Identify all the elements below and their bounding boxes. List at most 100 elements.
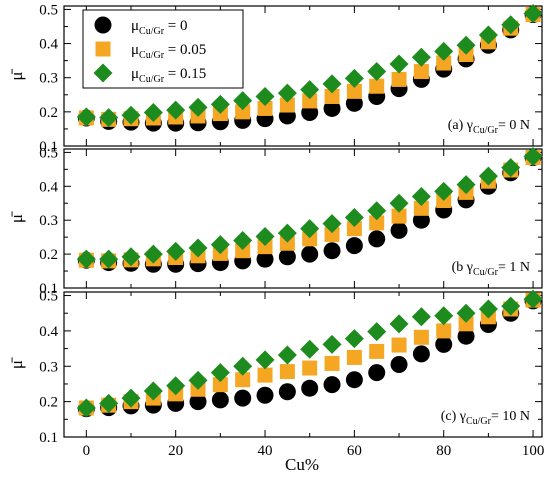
- data-point-diamond: [277, 83, 297, 103]
- data-point-diamond: [411, 307, 431, 327]
- data-point-circle: [301, 379, 319, 397]
- data-point-diamond: [434, 181, 454, 201]
- y-tick-label: 0.5: [39, 289, 58, 305]
- data-point-square: [279, 235, 295, 251]
- data-point-square: [436, 323, 452, 339]
- data-point-diamond: [277, 345, 297, 365]
- data-point-diamond: [121, 388, 141, 408]
- data-point-square: [391, 208, 407, 224]
- data-point-diamond: [99, 393, 119, 413]
- y-axis-label: μ̄: [7, 357, 26, 369]
- data-point-circle: [368, 364, 386, 382]
- data-point-square: [413, 200, 429, 216]
- series-b-diamond: [76, 146, 543, 269]
- data-point-diamond: [166, 241, 186, 261]
- data-point-circle: [412, 345, 430, 363]
- data-point-diamond: [478, 299, 498, 319]
- data-point-circle: [234, 389, 252, 407]
- data-point-square: [235, 372, 251, 388]
- data-point-diamond: [322, 74, 342, 94]
- data-point-diamond: [233, 91, 253, 111]
- data-point-circle: [412, 211, 430, 229]
- data-point-square: [235, 104, 251, 120]
- panel-b-frame: [63, 148, 543, 289]
- data-point-circle: [368, 230, 386, 248]
- data-point-square: [391, 337, 407, 353]
- y-tick-label: 0.2: [39, 105, 58, 121]
- data-point-circle: [278, 248, 296, 266]
- data-point-diamond: [255, 86, 275, 106]
- data-point-diamond: [434, 41, 454, 61]
- data-point-diamond: [478, 166, 498, 186]
- data-point-diamond: [166, 376, 186, 396]
- y-tick-label: 0.5: [39, 2, 58, 18]
- data-point-diamond: [523, 4, 543, 24]
- y-tick-label: 0.3: [39, 71, 58, 87]
- data-point-square: [391, 71, 407, 87]
- panel-b-annotation: (b γCu/Gr= 1 N: [452, 260, 530, 278]
- data-point-square: [413, 64, 429, 80]
- data-point-diamond: [501, 15, 521, 35]
- y-tick-label: 0.2: [39, 247, 58, 263]
- data-point-square: [302, 93, 318, 109]
- x-tick-label: 20: [168, 443, 183, 459]
- panel-c: 0.1 0.2 0.3 0.4 0.5 μ̄ (c) γCu/Gr= 10 N: [7, 289, 543, 446]
- data-point-diamond: [143, 381, 163, 401]
- y-tick-label: 0.1: [39, 430, 58, 446]
- data-point-square: [324, 355, 340, 371]
- data-point-square: [212, 377, 228, 393]
- data-point-circle: [345, 371, 363, 389]
- data-point-circle: [323, 99, 341, 117]
- y-axis-label: μ̄: [7, 211, 26, 223]
- data-point-diamond: [523, 289, 543, 309]
- data-point-diamond: [210, 94, 230, 114]
- data-point-circle: [390, 356, 408, 373]
- data-point-diamond: [344, 207, 364, 227]
- data-point-diamond: [389, 193, 409, 213]
- data-point-square: [436, 55, 452, 71]
- data-point-diamond: [322, 214, 342, 234]
- panels: 0.10.20.30.40.5μ̄(a) γCu/Gr= 0 N0.10.20.…: [7, 2, 544, 459]
- data-point-diamond: [143, 103, 163, 123]
- y-tick-label: 0.3: [39, 359, 58, 375]
- data-point-diamond: [188, 97, 208, 117]
- data-point-diamond: [255, 226, 275, 246]
- legend: μCu/Gr = 0 μCu/Gr = 0.05 μCu/Gr = 0.15: [82, 9, 244, 89]
- series-a-diamond: [76, 4, 543, 128]
- y-axis-label: μ̄: [7, 68, 26, 80]
- data-point-square: [257, 239, 273, 255]
- legend-marker-circle: [94, 16, 112, 34]
- data-point-diamond: [121, 105, 141, 125]
- data-point-diamond: [210, 235, 230, 255]
- data-point-circle: [301, 245, 319, 263]
- data-point-square: [279, 364, 295, 380]
- data-point-square: [346, 83, 362, 99]
- x-tick-label: 0: [83, 443, 91, 459]
- data-point-diamond: [344, 329, 364, 349]
- panel-c-annotation: (c) γCu/Gr= 10 N: [441, 409, 530, 427]
- legend-marker-diamond: [93, 63, 113, 83]
- data-point-diamond: [277, 223, 297, 243]
- data-point-circle: [256, 386, 274, 404]
- data-point-diamond: [99, 108, 119, 128]
- x-tick-labels: 0 20 40 60 80 100: [83, 443, 545, 459]
- data-point-diamond: [76, 398, 96, 418]
- data-point-diamond: [300, 219, 320, 239]
- data-point-circle: [457, 327, 475, 345]
- data-point-square: [302, 231, 318, 247]
- data-point-diamond: [434, 306, 454, 326]
- data-point-square: [369, 343, 385, 359]
- x-tick-label: 40: [258, 443, 273, 459]
- data-point-diamond: [233, 356, 253, 376]
- y-tick-label: 0.1: [39, 281, 58, 297]
- x-tick-label: 60: [347, 443, 362, 459]
- data-point-diamond: [389, 54, 409, 74]
- data-point-diamond: [456, 303, 476, 323]
- y-tick-label: 0.4: [39, 324, 58, 340]
- y-tick-label: 0.3: [39, 213, 58, 229]
- y-tick-label: 0.1: [39, 139, 58, 155]
- data-point-diamond: [233, 231, 253, 251]
- data-point-circle: [323, 376, 341, 394]
- data-point-square: [302, 360, 318, 376]
- data-point-diamond: [411, 186, 431, 206]
